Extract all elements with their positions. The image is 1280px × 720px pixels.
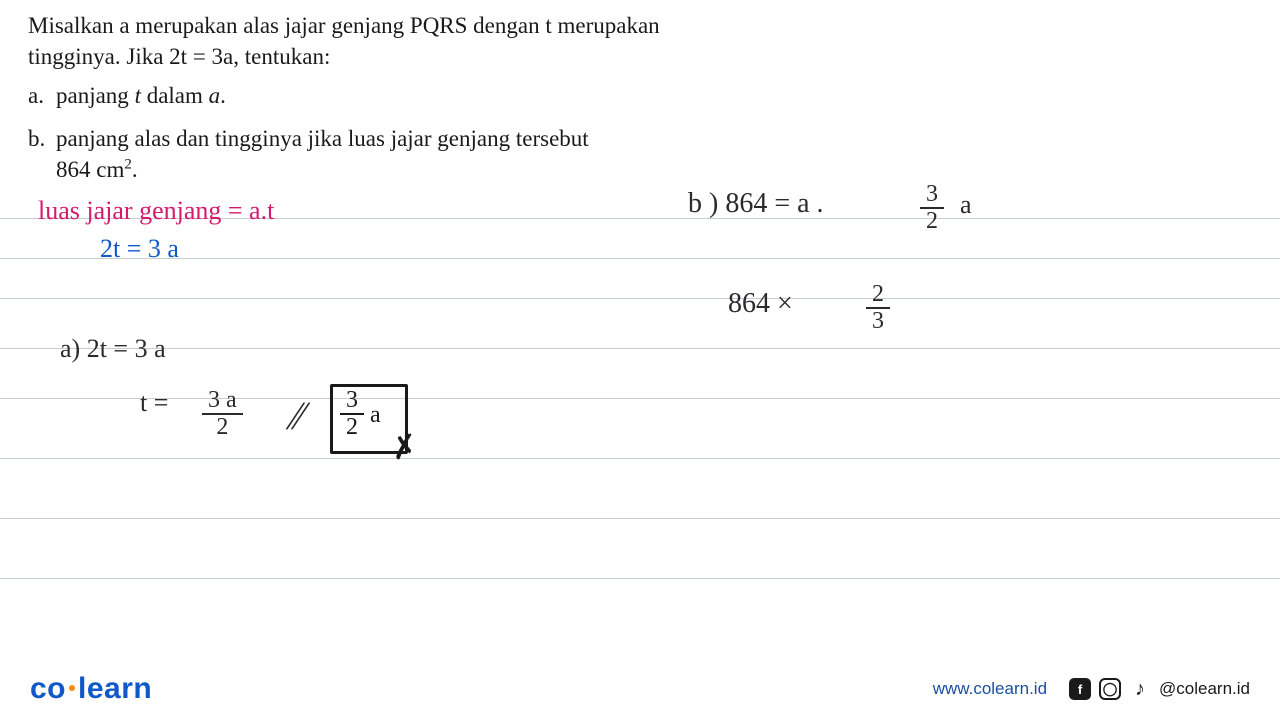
intro-line1: Misalkan a merupakan alas jajar genjang … [28, 13, 660, 38]
box-frac-num: 3 [340, 388, 364, 415]
hw-partA-frac-num: 3 a [202, 388, 243, 415]
intro-line2: tingginya. Jika 2t = 3a, tentukan: [28, 44, 330, 69]
box-frac-den: 2 [340, 415, 364, 440]
hw-partB-frac1: 3 2 [920, 182, 944, 234]
problem-text: Misalkan a merupakan alas jajar genjang … [28, 10, 698, 185]
item-a: a. panjang t dalam a. [28, 80, 698, 111]
rule [0, 578, 1280, 579]
hw-partA-line1: a) 2t = 3 a [60, 334, 166, 364]
rule [0, 258, 1280, 259]
hw-partB-frac1-num: 3 [920, 182, 944, 209]
item-b-num: 864 cm [56, 157, 124, 182]
item-b-body: panjang alas dan tingginya jika luas jaj… [56, 123, 698, 185]
page-root: Misalkan a merupakan alas jajar genjang … [0, 0, 1280, 720]
item-b-marker: b. [28, 123, 56, 185]
hw-partA-frac: 3 a 2 [202, 388, 243, 440]
rule [0, 458, 1280, 459]
box-a: a [370, 402, 381, 429]
item-a-marker: a. [28, 80, 56, 111]
hw-partB-line2: 864 × [728, 288, 793, 320]
logo-left: co [30, 672, 66, 705]
rule [0, 348, 1280, 349]
ruled-lines [0, 198, 1280, 628]
facebook-icon[interactable]: f [1069, 678, 1091, 700]
hw-partA-line2-lhs: t = [140, 388, 168, 418]
footer-right: www.colearn.id f ◯ ♪ @colearn.id [933, 678, 1250, 700]
brand-logo: colearn [30, 672, 152, 706]
logo-dot [69, 685, 75, 691]
box-frac: 3 2 [340, 388, 364, 440]
footer: colearn www.colearn.id f ◯ ♪ @colearn.id [0, 658, 1280, 720]
hw-partB-frac2: 2 3 [866, 282, 890, 334]
socials: f ◯ ♪ @colearn.id [1069, 678, 1250, 700]
hw-partB-a: a [960, 190, 972, 220]
item-b-line1: panjang alas dan tingginya jika luas jaj… [56, 126, 589, 151]
rule [0, 298, 1280, 299]
item-b-end: . [132, 157, 138, 182]
intro: Misalkan a merupakan alas jajar genjang … [28, 10, 698, 72]
rule [0, 518, 1280, 519]
tiktok-icon[interactable]: ♪ [1129, 678, 1151, 700]
item-a-body: panjang t dalam a. [56, 80, 698, 111]
footer-url[interactable]: www.colearn.id [933, 679, 1047, 699]
hw-partB-line1: b ) 864 = a . [688, 188, 824, 220]
hw-partB-frac2-den: 3 [866, 309, 890, 334]
rule [0, 398, 1280, 399]
hw-partA-frac-den: 2 [202, 415, 243, 440]
hw-eq-blue: 2t = 3 a [100, 234, 179, 264]
hw-partB-frac1-den: 2 [920, 209, 944, 234]
item-b-exp: 2 [124, 157, 131, 173]
logo-right: learn [78, 672, 152, 705]
item-b: b. panjang alas dan tingginya jika luas … [28, 123, 698, 185]
hw-partB-frac2-num: 2 [866, 282, 890, 309]
instagram-icon[interactable]: ◯ [1099, 678, 1121, 700]
social-handle[interactable]: @colearn.id [1159, 679, 1250, 699]
hw-title: luas jajar genjang = a.t [38, 196, 274, 226]
hw-partA-box: 3 2 a ✗ [330, 384, 408, 454]
